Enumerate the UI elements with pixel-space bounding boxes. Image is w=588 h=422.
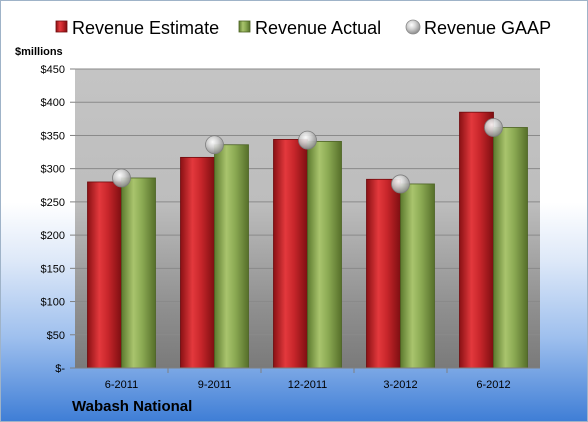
actual-bar xyxy=(121,177,156,369)
gaap-marker xyxy=(205,135,224,155)
gaap-markers xyxy=(112,118,503,194)
x-tick-label: 6-2012 xyxy=(476,379,510,391)
gaap-marker xyxy=(484,118,503,137)
legend-label: Revenue Estimate xyxy=(72,18,219,38)
gaap-marker xyxy=(112,168,131,188)
estimate-bar xyxy=(459,111,494,369)
legend-label: Revenue GAAP xyxy=(424,18,551,38)
legend-swatch-actual xyxy=(238,20,251,33)
legend-swatch-gaap xyxy=(405,19,421,35)
actual-bar xyxy=(400,183,435,369)
y-tick-label: $300 xyxy=(41,164,65,176)
y-tick-label: $200 xyxy=(41,230,65,242)
y-tick-label: $100 xyxy=(41,297,65,309)
x-tick-label: 3-2012 xyxy=(383,379,417,391)
company-name: Wabash National xyxy=(72,398,193,415)
gaap-marker xyxy=(391,174,410,194)
actual-bar xyxy=(493,127,528,369)
bars xyxy=(87,111,528,369)
estimate-bar xyxy=(87,181,122,369)
y-tick-label: $400 xyxy=(41,97,65,109)
y-tick-label: $350 xyxy=(41,130,65,142)
x-tick-label: 12-2011 xyxy=(288,379,328,391)
gaap-marker xyxy=(298,130,317,150)
legend-label: Revenue Actual xyxy=(255,18,381,38)
legend: Revenue Estimate Revenue Actual Revenue GA… xyxy=(55,18,551,38)
estimate-bar xyxy=(180,156,215,369)
y-axis-unit-label: $millions xyxy=(15,46,63,58)
y-axis-ticks: $- $50 $100 $150 $200 $250 $300 $350 $400 $450 xyxy=(41,64,75,375)
estimate-bar xyxy=(366,178,401,369)
legend-swatch-estimate xyxy=(55,20,68,33)
y-tick-label: $450 xyxy=(41,64,65,76)
y-tick-label: $250 xyxy=(41,197,65,209)
x-tick-label: 6-2011 xyxy=(105,379,138,391)
actual-bar xyxy=(307,141,342,369)
y-tick-label: $50 xyxy=(47,330,65,342)
x-axis-ticks: 6-2011 9-2011 12-2011 3-2012 6-2012 xyxy=(105,368,511,391)
x-tick-label: 9-2011 xyxy=(198,379,231,391)
y-tick-label: $150 xyxy=(41,263,65,275)
y-tick-label: $- xyxy=(55,363,65,375)
actual-bar xyxy=(214,144,249,369)
estimate-bar xyxy=(273,139,308,369)
